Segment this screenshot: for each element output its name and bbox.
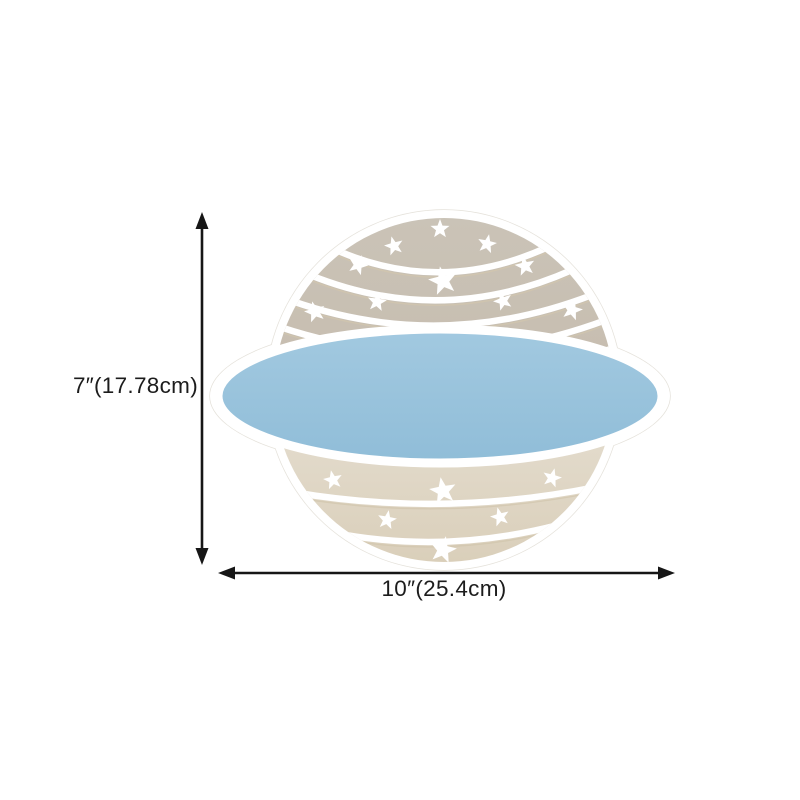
star-icon [323, 470, 342, 490]
star-icon [493, 291, 512, 311]
lower-decorations [288, 468, 600, 562]
width-dimension-label: 10″(25.4cm) [381, 576, 506, 601]
planet-ring-blue [213, 324, 667, 468]
star-icon [562, 299, 583, 321]
dimension-arrows [195, 212, 675, 580]
stripe-shadow-line [309, 274, 573, 307]
star-icon [368, 292, 387, 311]
arrow-right-icon [658, 566, 675, 580]
star-icon [430, 536, 457, 562]
star-icon [478, 234, 497, 254]
star-icon [429, 477, 456, 504]
star-icon [543, 468, 562, 488]
planet-lamp-illustration [209, 209, 671, 571]
star-icon [428, 266, 456, 295]
star-icon [384, 236, 403, 256]
star-icon [304, 301, 325, 323]
star-icon [490, 507, 509, 527]
arrow-down-icon [195, 548, 209, 565]
star-icon [349, 255, 369, 276]
latitude-stripe [306, 266, 576, 304]
stripe-shadow-line [291, 491, 597, 510]
star-icon [430, 219, 450, 238]
arrow-up-icon [195, 212, 209, 229]
arrow-left-icon [218, 566, 235, 580]
height-dimension-label: 7″(17.78cm) [73, 373, 198, 398]
star-icon [514, 255, 535, 276]
star-icon [378, 510, 397, 529]
latitude-stripe [288, 483, 600, 508]
